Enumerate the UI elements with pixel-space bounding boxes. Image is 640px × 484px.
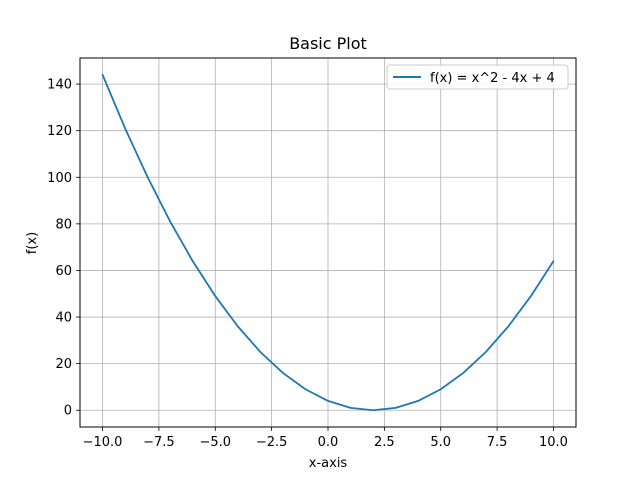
x-tick-label: 2.5: [374, 435, 395, 450]
legend: f(x) = x^2 - 4x + 4: [386, 64, 569, 90]
x-tick-label: 0.0: [318, 435, 339, 450]
y-axis-ticks: 0 20 40 60 80 100 120 140: [47, 78, 80, 419]
y-tick-label: 0: [64, 404, 72, 419]
y-tick-label: 140: [47, 78, 72, 93]
y-tick-label: 100: [47, 171, 72, 186]
x-tick-label: −2.5: [256, 435, 288, 450]
y-tick-label: 40: [55, 311, 72, 326]
x-axis-label: x-axis: [309, 456, 348, 471]
grid: [80, 58, 576, 427]
x-tick-label: 10.0: [539, 435, 568, 450]
x-tick-label: −10.0: [83, 435, 123, 450]
x-tick-label: −5.0: [199, 435, 231, 450]
x-tick-label: 7.5: [487, 435, 508, 450]
y-tick-label: 20: [55, 357, 72, 372]
legend-box: [386, 64, 569, 90]
y-tick-label: 120: [47, 124, 72, 139]
series-line: [101, 73, 555, 412]
legend-entry-label: f(x) = x^2 - 4x + 4: [430, 71, 555, 86]
series-layer: [101, 73, 555, 412]
y-axis-label: f(x): [25, 232, 40, 254]
x-axis-ticks: −10.0 −7.5 −5.0 −2.5 0.0 2.5 5.0 7.5 10.0: [83, 427, 568, 450]
y-tick-label: 80: [55, 217, 72, 232]
x-tick-label: −7.5: [143, 435, 175, 450]
y-tick-label: 60: [55, 264, 72, 279]
x-tick-label: 5.0: [430, 435, 451, 450]
chart-title: Basic Plot: [289, 34, 367, 53]
